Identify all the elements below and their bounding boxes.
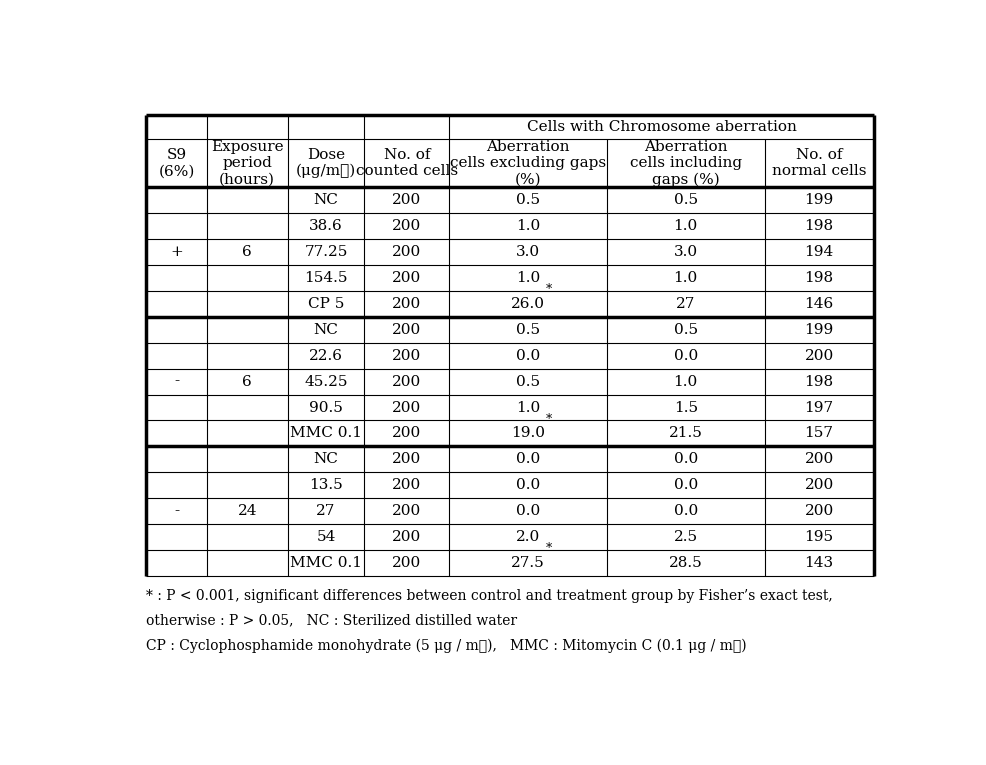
Text: 28.5: 28.5	[669, 556, 703, 570]
Text: 200: 200	[392, 297, 421, 311]
Text: 157: 157	[805, 426, 833, 441]
Text: 200: 200	[392, 323, 421, 337]
Text: 0.0: 0.0	[516, 478, 540, 493]
Text: 2.0: 2.0	[516, 530, 540, 544]
Text: S9
(6%): S9 (6%)	[159, 148, 194, 178]
Text: 1.0: 1.0	[516, 219, 540, 233]
Text: 19.0: 19.0	[511, 426, 545, 441]
Text: 200: 200	[392, 219, 421, 233]
Text: 200: 200	[805, 504, 834, 518]
Text: 77.25: 77.25	[305, 245, 348, 259]
Text: 143: 143	[805, 556, 833, 570]
Text: No. of
normal cells: No. of normal cells	[772, 148, 867, 178]
Text: Aberration
cells including
gaps (%): Aberration cells including gaps (%)	[630, 140, 741, 187]
Text: 0.0: 0.0	[516, 504, 540, 518]
Text: *: *	[545, 283, 552, 296]
Text: 0.5: 0.5	[516, 375, 540, 389]
Text: 198: 198	[805, 271, 833, 285]
Text: 200: 200	[805, 452, 834, 467]
Text: 27.5: 27.5	[511, 556, 545, 570]
Text: 0.0: 0.0	[673, 452, 698, 467]
Text: MMC 0.1: MMC 0.1	[290, 556, 362, 570]
Text: 0.5: 0.5	[516, 194, 540, 207]
Text: 200: 200	[392, 349, 421, 363]
Text: CP : Cyclophosphamide monohydrate (5 μg / mℓ),   MMC : Mitomycin C (0.1 μg / mℓ): CP : Cyclophosphamide monohydrate (5 μg …	[146, 639, 746, 653]
Text: Dose
(μg/mℓ): Dose (μg/mℓ)	[296, 148, 356, 178]
Text: otherwise : P > 0.05,   NC : Sterilized distilled water: otherwise : P > 0.05, NC : Sterilized di…	[146, 614, 518, 628]
Text: 0.5: 0.5	[673, 323, 698, 337]
Text: 200: 200	[392, 401, 421, 415]
Text: -: -	[174, 504, 179, 518]
Text: 3.0: 3.0	[673, 245, 698, 259]
Text: 2.5: 2.5	[673, 530, 698, 544]
Text: 0.0: 0.0	[673, 478, 698, 493]
Text: 3.0: 3.0	[516, 245, 540, 259]
Text: 6: 6	[243, 245, 252, 259]
Text: 200: 200	[392, 452, 421, 467]
Text: +: +	[171, 245, 182, 259]
Text: Exposure
period
(hours): Exposure period (hours)	[211, 140, 284, 186]
Text: 197: 197	[805, 401, 833, 415]
Text: 200: 200	[392, 426, 421, 441]
Text: 199: 199	[805, 194, 834, 207]
Text: 24: 24	[238, 504, 257, 518]
Text: 200: 200	[392, 194, 421, 207]
Text: -: -	[174, 375, 179, 389]
Text: 198: 198	[805, 375, 833, 389]
Text: 0.0: 0.0	[673, 504, 698, 518]
Text: 200: 200	[392, 271, 421, 285]
Text: 1.5: 1.5	[673, 401, 698, 415]
Text: Cells with Chromosome aberration: Cells with Chromosome aberration	[527, 120, 797, 134]
Text: 54: 54	[317, 530, 335, 544]
Text: 0.0: 0.0	[516, 452, 540, 467]
Text: 200: 200	[392, 245, 421, 259]
Text: 200: 200	[392, 556, 421, 570]
Text: 27: 27	[676, 297, 695, 311]
Text: CP 5: CP 5	[308, 297, 344, 311]
Text: 27: 27	[317, 504, 335, 518]
Text: 200: 200	[392, 530, 421, 544]
Text: NC: NC	[314, 452, 338, 467]
Text: 0.5: 0.5	[673, 194, 698, 207]
Text: 45.25: 45.25	[305, 375, 348, 389]
Text: 198: 198	[805, 219, 833, 233]
Text: 22.6: 22.6	[309, 349, 343, 363]
Text: 194: 194	[805, 245, 834, 259]
Text: NC: NC	[314, 323, 338, 337]
Text: 200: 200	[805, 349, 834, 363]
Text: 26.0: 26.0	[511, 297, 545, 311]
Text: 6: 6	[243, 375, 252, 389]
Text: * : P < 0.001, significant differences between control and treatment group by Fi: * : P < 0.001, significant differences b…	[146, 589, 833, 603]
Text: 1.0: 1.0	[516, 401, 540, 415]
Text: 1.0: 1.0	[673, 375, 698, 389]
Text: 38.6: 38.6	[310, 219, 343, 233]
Text: NC: NC	[314, 194, 338, 207]
Text: 90.5: 90.5	[309, 401, 343, 415]
Text: 200: 200	[805, 478, 834, 493]
Text: Aberration
cells excluding gaps
(%): Aberration cells excluding gaps (%)	[450, 140, 606, 186]
Text: 199: 199	[805, 323, 834, 337]
Text: 0.0: 0.0	[673, 349, 698, 363]
Text: 13.5: 13.5	[310, 478, 343, 493]
Text: 1.0: 1.0	[516, 271, 540, 285]
Text: 21.5: 21.5	[669, 426, 703, 441]
Text: 154.5: 154.5	[305, 271, 348, 285]
Text: 1.0: 1.0	[673, 219, 698, 233]
Text: MMC 0.1: MMC 0.1	[290, 426, 362, 441]
Text: 146: 146	[805, 297, 834, 311]
Text: *: *	[545, 542, 552, 555]
Text: 0.0: 0.0	[516, 349, 540, 363]
Text: 200: 200	[392, 478, 421, 493]
Text: No. of
counted cells: No. of counted cells	[356, 148, 458, 178]
Text: 200: 200	[392, 375, 421, 389]
Text: 200: 200	[392, 504, 421, 518]
Text: 0.5: 0.5	[516, 323, 540, 337]
Text: 195: 195	[805, 530, 833, 544]
Text: 1.0: 1.0	[673, 271, 698, 285]
Text: *: *	[545, 412, 552, 425]
